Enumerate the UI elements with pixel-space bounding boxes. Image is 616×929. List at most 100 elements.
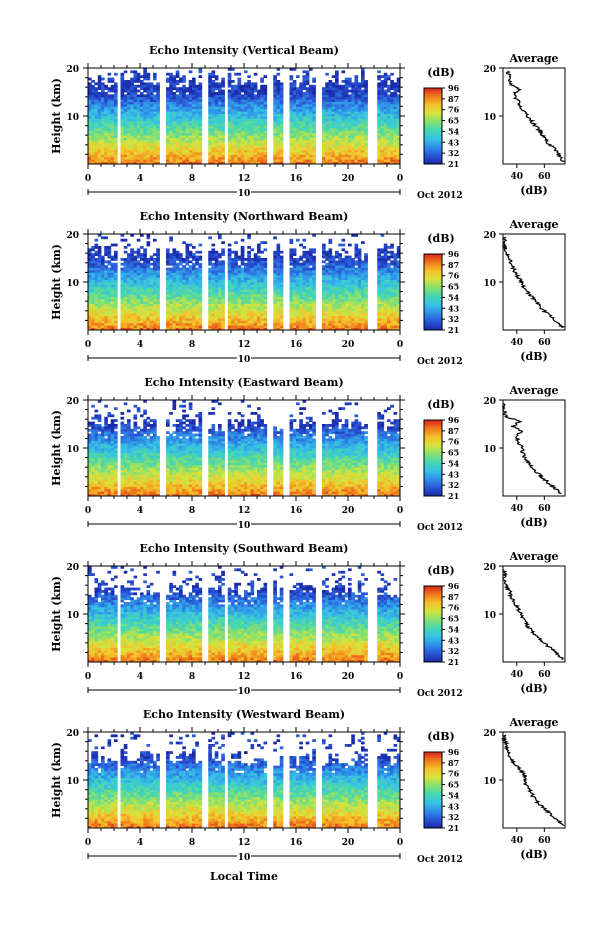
heatmap-cell <box>153 84 157 88</box>
heatmap-cell <box>244 291 248 295</box>
heatmap-cell <box>240 89 245 93</box>
heatmap-cell <box>377 106 381 110</box>
heatmap-cell <box>279 279 284 283</box>
heatmap-cell <box>211 128 216 131</box>
heatmap-cell <box>351 159 355 162</box>
heatmap-cell <box>156 82 160 86</box>
heatmap-cell <box>107 291 112 295</box>
heatmap-cell <box>195 303 199 307</box>
heatmap-cell <box>263 144 268 148</box>
heatmap-cell <box>175 89 180 93</box>
heatmap-cell <box>325 327 329 331</box>
heatmap-cell <box>289 104 294 107</box>
heatmap-cell <box>302 101 307 105</box>
heatmap-cell <box>149 286 154 290</box>
heatmap-cell <box>188 272 193 276</box>
heatmap-cell <box>234 310 238 314</box>
heatmap-cell <box>114 125 118 129</box>
heatmap-cell <box>296 111 300 114</box>
heatmap-cell <box>244 320 248 324</box>
heatmap-cell <box>133 118 138 122</box>
heatmap-cell <box>127 156 131 160</box>
heatmap-cell <box>335 135 339 138</box>
heatmap-cell <box>123 306 128 309</box>
heatmap-cell <box>94 286 99 290</box>
heatmap-cell <box>276 130 281 134</box>
heatmap-cell <box>305 130 310 134</box>
heatmap-cell <box>263 258 268 261</box>
heatmap-cell <box>133 296 138 300</box>
heatmap-cell <box>257 260 261 264</box>
heatmap-cell <box>257 89 261 93</box>
heatmap-cell <box>263 322 268 326</box>
heatmap-cell <box>309 123 313 126</box>
heatmap-cell <box>143 147 147 150</box>
heatmap-cell <box>279 92 284 95</box>
heatmap-cell <box>94 291 99 295</box>
heatmap-cell <box>260 89 264 93</box>
heatmap-cell <box>302 144 307 148</box>
heatmap-cell <box>260 267 264 271</box>
heatmap-cell <box>110 87 115 90</box>
heatmap-cell <box>338 84 342 88</box>
heatmap-cell <box>240 322 245 326</box>
heatmap-cell <box>338 106 342 110</box>
heatmap-cell <box>296 277 300 280</box>
heatmap-cell <box>153 142 157 146</box>
heatmap-cell <box>257 313 261 316</box>
heatmap-cell <box>260 123 264 126</box>
heatmap-cell <box>91 101 95 105</box>
heatmap-cell <box>231 147 235 150</box>
heatmap-cell <box>107 262 112 266</box>
heatmap-cell <box>312 301 316 304</box>
heatmap-cell <box>114 113 118 117</box>
heatmap-cell <box>383 123 388 126</box>
heatmap-cell <box>253 87 258 90</box>
heatmap-cell <box>188 118 193 122</box>
heatmap-cell <box>120 82 125 86</box>
heatmap-cell <box>276 274 281 278</box>
heatmap-cell <box>383 132 388 136</box>
heatmap-cell <box>250 318 255 321</box>
heatmap-cell <box>192 125 196 129</box>
heatmap-cell <box>146 286 151 290</box>
heatmap-cell <box>146 147 151 150</box>
heatmap-cell <box>289 303 294 307</box>
heatmap-cell <box>328 84 333 88</box>
heatmap-cell <box>221 315 225 319</box>
heatmap-cell <box>292 125 297 129</box>
heatmap-cell <box>166 325 170 328</box>
heatmap-cell <box>227 137 232 141</box>
heatmap-cell <box>383 104 388 107</box>
heatmap-cell <box>114 286 118 290</box>
heatmap-cell <box>107 284 112 288</box>
heatmap-cell <box>273 87 277 90</box>
heatmap-cell <box>354 128 359 131</box>
heatmap-cell <box>234 282 238 285</box>
heatmap-cell <box>211 116 216 119</box>
heatmap-cell <box>273 270 277 273</box>
heatmap-cell <box>91 87 95 90</box>
heatmap-cell <box>169 274 173 278</box>
heatmap-cell <box>153 128 157 131</box>
heatmap-cell <box>296 267 300 271</box>
heatmap-cell <box>97 255 102 259</box>
heatmap-cell <box>143 296 147 300</box>
heatmap-cell <box>107 296 112 300</box>
heatmap-cell <box>299 320 303 324</box>
heatmap-cell <box>179 282 183 285</box>
heatmap-cell <box>341 130 346 134</box>
heatmap-cell <box>227 267 232 271</box>
heatmap-cell <box>120 113 125 117</box>
heatmap-cell <box>94 87 99 90</box>
heatmap-cell <box>114 94 118 98</box>
heatmap-cell <box>198 286 203 290</box>
heatmap-cell <box>143 156 147 160</box>
heatmap-cell <box>195 135 199 138</box>
heatmap-cell <box>299 128 303 131</box>
heatmap-cell <box>110 84 115 88</box>
heatmap-cell <box>91 306 95 309</box>
heatmap-cell <box>140 132 144 136</box>
heatmap-cell <box>247 135 251 138</box>
heatmap-cell <box>390 116 394 119</box>
